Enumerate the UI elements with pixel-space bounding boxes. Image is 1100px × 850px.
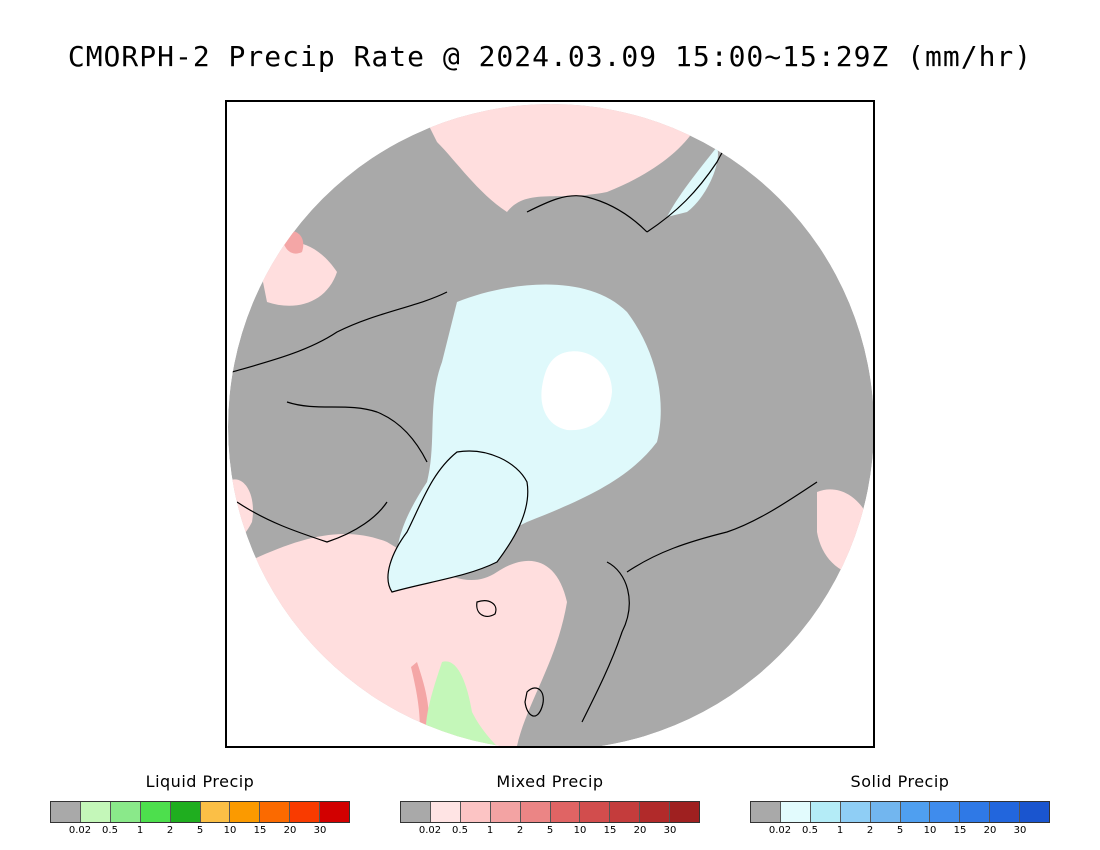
legend-mixed: Mixed Precip 0.02 0.5 1 2 5 10 15 20 30 [400, 772, 700, 839]
legend-tick-label: 1 [486, 825, 494, 836]
legend-tick-label: 1 [136, 825, 144, 836]
legend-swatch [640, 802, 671, 822]
legend-tick-label: 5 [546, 825, 554, 836]
legend-tick-label: 30 [1013, 825, 1027, 836]
legend-tick-label: 15 [603, 825, 617, 836]
legend-swatch [490, 802, 521, 822]
legend-tick-label: 5 [896, 825, 904, 836]
legend-tick-label: 20 [283, 825, 297, 836]
legend-swatch [810, 802, 841, 822]
legend-solid-ticks: 0.02 0.5 1 2 5 10 15 20 30 [750, 825, 1050, 839]
coastline-eurasia [526, 121, 818, 723]
legend-tick-label: 0.02 [768, 825, 792, 836]
legend-swatch [930, 802, 961, 822]
legend-liquid-ticks: 0.02 0.5 1 2 5 10 15 20 30 [50, 825, 350, 839]
legend-tick-label: 10 [923, 825, 937, 836]
legend-tick-label: 10 [223, 825, 237, 836]
legend-solid-bar [750, 801, 1050, 823]
solid-precip-greenland [387, 451, 528, 592]
legend-swatch [870, 802, 901, 822]
legend-tick-label: 0.5 [802, 825, 818, 836]
legend-tick-label: 2 [516, 825, 524, 836]
legend-liquid-bar [50, 801, 350, 823]
legend-swatch [430, 802, 461, 822]
legend-swatch [550, 802, 581, 822]
legend-swatch [200, 802, 231, 822]
legend-tick-label: 2 [866, 825, 874, 836]
legend-solid-title: Solid Precip [850, 772, 950, 791]
legend-tick-label: 15 [953, 825, 967, 836]
legend-swatch [401, 802, 431, 822]
solid-precip-siberia [667, 147, 718, 217]
legend-tick-label: 1 [836, 825, 844, 836]
coastline-iceland [476, 600, 497, 617]
legend-swatch [840, 802, 871, 822]
legend-tick-label: 0.5 [452, 825, 468, 836]
legend-tick-label: 5 [196, 825, 204, 836]
legend-swatch [140, 802, 171, 822]
legend-swatch [110, 802, 141, 822]
coastline-british-isles [524, 687, 544, 717]
legend-tick-label: 0.02 [418, 825, 442, 836]
legend-tick-label: 20 [633, 825, 647, 836]
coastline-greenland [387, 450, 529, 593]
polar-map [225, 100, 875, 748]
legend-liquid: Liquid Precip 0.02 0.5 1 2 5 10 15 20 30 [50, 772, 350, 839]
page-title: CMORPH-2 Precip Rate @ 2024.03.09 15:00~… [67, 40, 1033, 73]
legend-swatch [1020, 802, 1050, 822]
legend-swatch [320, 802, 350, 822]
mixed-precip-pacific [417, 104, 707, 212]
legend-mixed-bar [400, 801, 700, 823]
legend-tick-label: 0.5 [102, 825, 118, 836]
liquid-precip-atlantic [425, 661, 497, 746]
legend-swatch [780, 802, 811, 822]
coastlines [231, 121, 818, 723]
legend-tick-label: 2 [166, 825, 174, 836]
legend-swatch [51, 802, 81, 822]
legend-swatch [670, 802, 700, 822]
mixed-precip-north-america [257, 241, 337, 306]
legend-swatch [460, 802, 491, 822]
map-canvas [228, 104, 873, 746]
legend-swatch [80, 802, 111, 822]
legend-tick-label: 30 [313, 825, 327, 836]
legend-mixed-ticks: 0.02 0.5 1 2 5 10 15 20 30 [400, 825, 700, 839]
legend-swatch [170, 802, 201, 822]
legend-tick-label: 30 [663, 825, 677, 836]
legend-swatch [960, 802, 991, 822]
legend-solid: Solid Precip 0.02 0.5 1 2 5 10 15 20 30 [750, 772, 1050, 839]
legend-tick-label: 0.02 [68, 825, 92, 836]
legend-swatch [900, 802, 931, 822]
legend-tick-label: 10 [573, 825, 587, 836]
legend-swatch [520, 802, 551, 822]
legend-mixed-title: Mixed Precip [496, 772, 604, 791]
legend-swatch [260, 802, 291, 822]
legend-tick-label: 15 [253, 825, 267, 836]
legend-tick-label: 20 [983, 825, 997, 836]
legend-swatch [751, 802, 781, 822]
legend-liquid-title: Liquid Precip [145, 772, 255, 791]
legend-swatch [610, 802, 641, 822]
coastline-north-america [231, 291, 448, 543]
legend-swatch [290, 802, 321, 822]
legend-swatch [230, 802, 261, 822]
solid-precip-pole [541, 351, 612, 431]
precip-field [228, 104, 873, 746]
legend-swatch [580, 802, 611, 822]
legend-swatch [990, 802, 1021, 822]
